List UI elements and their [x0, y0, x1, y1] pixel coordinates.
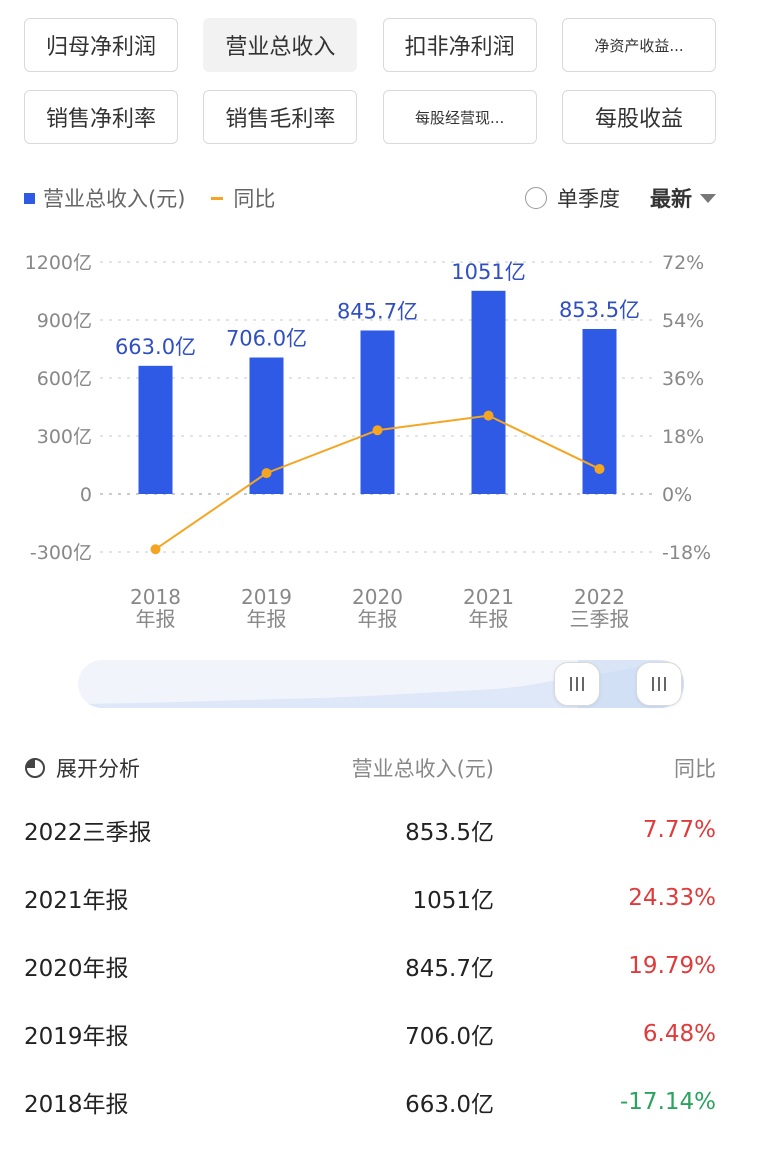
- tab-net-margin[interactable]: 销售净利率: [24, 90, 178, 144]
- tab-operating-cashflow-per-share[interactable]: 每股经营现...: [382, 90, 537, 144]
- row-revenue: 853.5亿: [405, 820, 494, 846]
- sort-dropdown[interactable]: 最新: [650, 183, 716, 213]
- category-label-year: 2018: [130, 585, 181, 609]
- single-quarter-radio-icon[interactable]: [525, 187, 547, 209]
- row-yoy: 19.79%: [628, 953, 716, 979]
- legend-revenue[interactable]: 营业总收入(元): [24, 183, 185, 213]
- row-revenue: 706.0亿: [405, 1024, 494, 1050]
- row-period: 2022三季报: [24, 820, 152, 846]
- expand-analysis-label: 展开分析: [56, 757, 140, 781]
- right-axis-tick-label: 36%: [662, 368, 704, 390]
- yoy-point: [372, 425, 383, 436]
- row-period: 2021年报: [24, 888, 129, 914]
- caret-down-icon: [700, 193, 716, 203]
- legend-revenue-label: 营业总收入(元): [43, 187, 186, 211]
- legend-line-swatch: [211, 196, 224, 200]
- category-label-period: 三季报: [570, 607, 630, 631]
- bar-value-label: 706.0亿: [226, 327, 307, 351]
- header-yoy: 同比: [674, 757, 716, 781]
- tab-total-revenue[interactable]: 营业总收入: [203, 18, 358, 72]
- right-axis-tick-label: 54%: [662, 310, 704, 332]
- table-header: 展开分析 营业总收入(元) 同比: [24, 748, 716, 788]
- table-row[interactable]: 2019年报 706.0亿 6.48%: [24, 1000, 716, 1068]
- table-row[interactable]: 2022三季报 853.5亿 7.77%: [24, 796, 716, 864]
- right-axis-tick-label: 72%: [662, 252, 704, 274]
- table-row[interactable]: 2018年报 663.0亿 -17.14%: [24, 1068, 716, 1136]
- chart-controls: 单季度 最新: [525, 183, 716, 213]
- label-layer: 1200亿 900亿 600亿 300亿 0 -300亿 72% 54% 36% 18% 0% -18…: [25, 252, 711, 631]
- tab-gross-margin[interactable]: 销售毛利率: [203, 90, 358, 144]
- yoy-point: [261, 468, 272, 479]
- single-quarter-label[interactable]: 单季度: [557, 187, 620, 211]
- grip-icon: [570, 677, 584, 691]
- sort-label: 最新: [650, 187, 692, 211]
- left-axis-tick-label: -300亿: [30, 542, 92, 564]
- bar-value-label: 663.0亿: [115, 335, 196, 359]
- left-axis-tick-label: 900亿: [37, 310, 92, 332]
- tab-net-profit-parent[interactable]: 归母净利润: [24, 18, 178, 72]
- revenue-chart: 1200亿 900亿 600亿 300亿 0 -300亿 72% 54% 36% 18% 0% -18…: [25, 252, 711, 631]
- right-axis-tick-label: 0%: [662, 484, 692, 506]
- tab-row-1: 归母净利润 营业总收入 扣非净利润 净资产收益...: [24, 18, 716, 72]
- row-yoy: 6.48%: [642, 1021, 716, 1047]
- tab-row-2: 销售净利率 销售毛利率 每股经营现... 每股收益: [24, 90, 716, 144]
- category-label-period: 年报: [358, 607, 398, 631]
- slider-handle-left[interactable]: [554, 662, 600, 706]
- category-label-period: 年报: [136, 607, 176, 631]
- left-axis-tick-label: 300亿: [37, 426, 92, 448]
- range-slider[interactable]: [78, 660, 684, 708]
- slider-handle-right[interactable]: [636, 662, 682, 706]
- row-period: 2018年报: [24, 1092, 129, 1118]
- expand-analysis[interactable]: 展开分析: [24, 753, 314, 783]
- revenue-bar: [138, 365, 173, 494]
- category-label-year: 2021: [463, 585, 514, 609]
- header-revenue: 营业总收入(元): [351, 757, 494, 781]
- category-label-year: 2019: [241, 585, 292, 609]
- left-axis-tick-label: 600亿: [37, 368, 92, 390]
- yoy-point: [150, 544, 161, 555]
- tab-roe[interactable]: 净资产收益...: [561, 18, 716, 72]
- category-label-period: 年报: [469, 607, 509, 631]
- chart-legend-bar: 营业总收入(元) 同比 单季度 最新: [24, 180, 716, 216]
- row-revenue: 663.0亿: [405, 1092, 494, 1118]
- row-revenue: 845.7亿: [405, 956, 494, 982]
- bar-value-label: 845.7亿: [337, 299, 418, 323]
- left-axis-tick-label: 0: [80, 484, 92, 506]
- yoy-point: [594, 463, 605, 474]
- grid-layer: [100, 261, 655, 553]
- tab-eps[interactable]: 每股收益: [561, 90, 716, 144]
- row-period: 2019年报: [24, 1024, 129, 1050]
- revenue-bar: [360, 330, 395, 494]
- legend-yoy[interactable]: 同比: [211, 183, 275, 213]
- category-label-year: 2020: [352, 585, 403, 609]
- table-row[interactable]: 2021年报 1051亿 24.33%: [24, 864, 716, 932]
- row-yoy: 7.77%: [642, 817, 716, 843]
- yoy-point: [483, 410, 494, 421]
- row-revenue: 1051亿: [412, 888, 494, 914]
- revenue-bar: [471, 290, 506, 494]
- legend-yoy-label: 同比: [233, 187, 276, 211]
- right-axis-tick-label: 18%: [662, 426, 704, 448]
- row-period: 2020年报: [24, 956, 129, 982]
- metric-tabs: 归母净利润 营业总收入 扣非净利润 净资产收益... 销售净利率 销售毛利率 每…: [24, 18, 716, 162]
- left-axis-tick-label: 1200亿: [25, 252, 92, 274]
- right-axis-tick-label: -18%: [662, 542, 711, 564]
- grip-icon: [652, 677, 666, 691]
- bar-value-label: 853.5亿: [559, 298, 640, 322]
- data-table: 2022三季报 853.5亿 7.77% 2021年报 1051亿 24.33%…: [24, 796, 716, 1136]
- category-label-year: 2022: [574, 585, 625, 609]
- row-yoy: 24.33%: [628, 885, 716, 911]
- row-yoy: -17.14%: [620, 1089, 716, 1115]
- line-layer: [150, 410, 605, 555]
- table-row[interactable]: 2020年报 845.7亿 19.79%: [24, 932, 716, 1000]
- bar-layer: [138, 290, 617, 494]
- pie-chart-icon: [25, 758, 45, 778]
- category-label-period: 年报: [247, 607, 287, 631]
- legend-bar-swatch: [24, 192, 35, 204]
- tab-deducted-net-profit[interactable]: 扣非净利润: [382, 18, 537, 72]
- bar-value-label: 1051亿: [451, 260, 525, 284]
